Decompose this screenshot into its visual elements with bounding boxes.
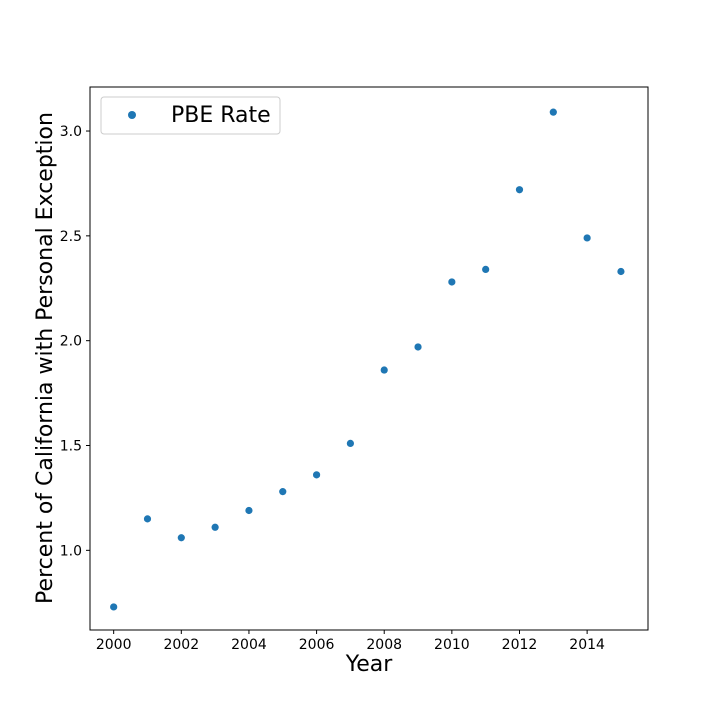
y-axis-label: Percent of California with Personal Exce… <box>33 112 58 604</box>
data-point <box>211 523 219 531</box>
plot-frame <box>89 86 649 631</box>
plot-area <box>89 86 649 631</box>
data-point <box>380 366 388 374</box>
y-tick-label: 3.0 <box>60 124 82 140</box>
y-tick-label: 1.5 <box>60 439 82 455</box>
x-tick-label: 2012 <box>502 637 538 653</box>
x-axis-label: Year <box>345 652 394 677</box>
legend-label: PBE Rate <box>171 103 271 128</box>
data-point <box>482 265 490 273</box>
data-point <box>143 515 152 523</box>
legend-marker <box>128 111 136 119</box>
data-point <box>110 603 118 611</box>
x-tick-label: 2014 <box>569 637 605 653</box>
data-point <box>414 343 422 351</box>
y-tick-label: 2.5 <box>60 229 82 245</box>
data-point <box>245 506 253 515</box>
data-point <box>583 234 591 242</box>
y-axis-ticks: 1.0 1.5 2.0 2.5 3.0 <box>60 124 90 559</box>
data-point <box>312 471 321 479</box>
data-point <box>617 267 625 276</box>
y-tick-label: 1.0 <box>60 543 82 559</box>
x-axis-ticks: 2000 2002 2004 2006 2008 2010 2012 2014 <box>96 630 605 653</box>
y-tick-label: 2.0 <box>60 334 82 350</box>
legend-box <box>100 96 281 135</box>
data-point <box>279 488 287 496</box>
x-tick-label: 2006 <box>299 637 335 653</box>
data-points <box>110 108 625 611</box>
data-point <box>177 534 185 542</box>
x-tick-label: 2000 <box>96 637 132 653</box>
data-point <box>346 439 354 448</box>
x-tick-label: 2008 <box>366 637 402 653</box>
legend: PBE Rate <box>100 96 281 135</box>
data-point <box>448 278 456 286</box>
x-tick-label: 2004 <box>231 637 267 653</box>
x-tick-label: 2010 <box>434 637 470 653</box>
data-point <box>515 186 524 194</box>
x-tick-label: 2002 <box>163 637 199 653</box>
data-point <box>549 108 557 116</box>
